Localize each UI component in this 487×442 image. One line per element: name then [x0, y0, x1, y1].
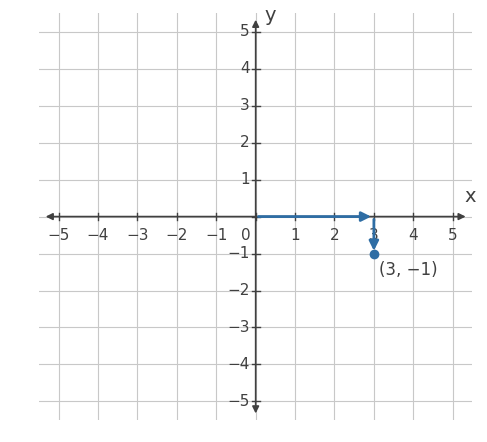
Text: 4: 4 [240, 61, 250, 76]
Text: 5: 5 [240, 24, 250, 39]
Text: −5: −5 [47, 229, 70, 244]
Text: −2: −2 [227, 283, 250, 298]
Text: −2: −2 [166, 229, 188, 244]
Text: −1: −1 [205, 229, 227, 244]
Text: 0: 0 [242, 229, 251, 244]
Text: −3: −3 [126, 229, 149, 244]
Text: 4: 4 [409, 229, 418, 244]
Text: 3: 3 [369, 229, 379, 244]
Text: −4: −4 [87, 229, 109, 244]
Text: x: x [465, 187, 476, 206]
Text: 3: 3 [240, 98, 250, 113]
Text: 2: 2 [240, 135, 250, 150]
Text: −4: −4 [227, 357, 250, 372]
Text: −1: −1 [227, 246, 250, 261]
Text: y: y [264, 6, 276, 25]
Text: −5: −5 [227, 394, 250, 409]
Text: −3: −3 [227, 320, 250, 335]
Text: 5: 5 [448, 229, 457, 244]
Text: (3, −1): (3, −1) [378, 261, 437, 279]
Text: 2: 2 [330, 229, 339, 244]
Text: 1: 1 [290, 229, 300, 244]
Text: 1: 1 [240, 172, 250, 187]
